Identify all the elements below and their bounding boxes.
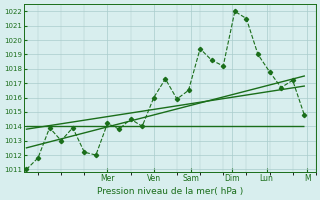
X-axis label: Pression niveau de la mer( hPa ): Pression niveau de la mer( hPa ) xyxy=(97,187,243,196)
